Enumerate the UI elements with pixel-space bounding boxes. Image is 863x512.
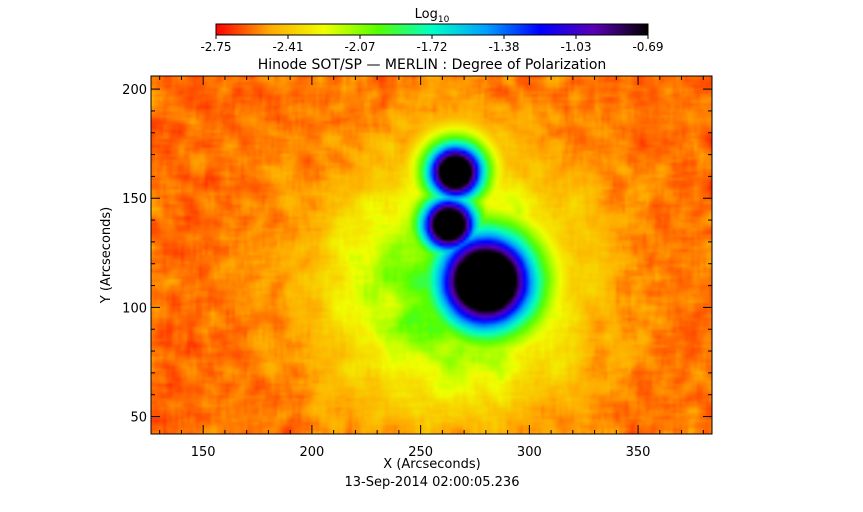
colorbar-tick-label: -0.69: [632, 40, 663, 54]
colorbar-tick-label: -1.72: [416, 40, 447, 54]
colorbar-tick-label: -1.38: [488, 40, 519, 54]
y-tick-label: 50: [130, 411, 147, 426]
y-tick-label: 100: [122, 301, 147, 316]
chart-title: Hinode SOT/SP — MERLIN : Degree of Polar…: [258, 57, 607, 73]
colorbar-label-subscript: 10: [438, 15, 450, 25]
plot-area: 150 200 250 300 350 50 100 150 200: [122, 75, 713, 460]
x-tick-label: 250: [408, 445, 433, 460]
colorbar-tick-label: -2.75: [200, 40, 231, 54]
y-tick-label: 150: [122, 192, 147, 207]
x-tick-label: 200: [299, 445, 324, 460]
plot-frame: [150, 75, 713, 435]
colorbar-ticks: -2.75 -2.41 -2.07 -1.72 -1.38 -1.03 -0.69: [200, 35, 664, 54]
x-axis: 150 200 250 300 350: [159, 76, 704, 460]
colorbar-label: Log10: [415, 7, 450, 25]
y-axis-label: Y (Arcseconds): [99, 207, 114, 304]
x-tick-label: 300: [517, 445, 542, 460]
colorbar-tick-label: -1.03: [560, 40, 591, 54]
colorbar: Log10 -2.75 -2.41 -2.07 -1.72 -1.38 -1.03 -0.6…: [200, 7, 663, 54]
x-tick-label: 350: [626, 445, 651, 460]
x-axis-label: X (Arcseconds): [383, 457, 480, 472]
x-tick-label: 150: [191, 445, 216, 460]
colorbar-tick-label: -2.41: [272, 40, 303, 54]
y-axis: 50 100 150 200: [122, 83, 712, 426]
y-tick-label: 200: [122, 83, 147, 98]
timestamp: 13-Sep-2014 02:00:05.236: [345, 475, 520, 490]
polarization-heatmap: [151, 76, 712, 434]
colorbar-tick-label: -2.07: [344, 40, 375, 54]
colorbar-bar: [215, 23, 649, 36]
